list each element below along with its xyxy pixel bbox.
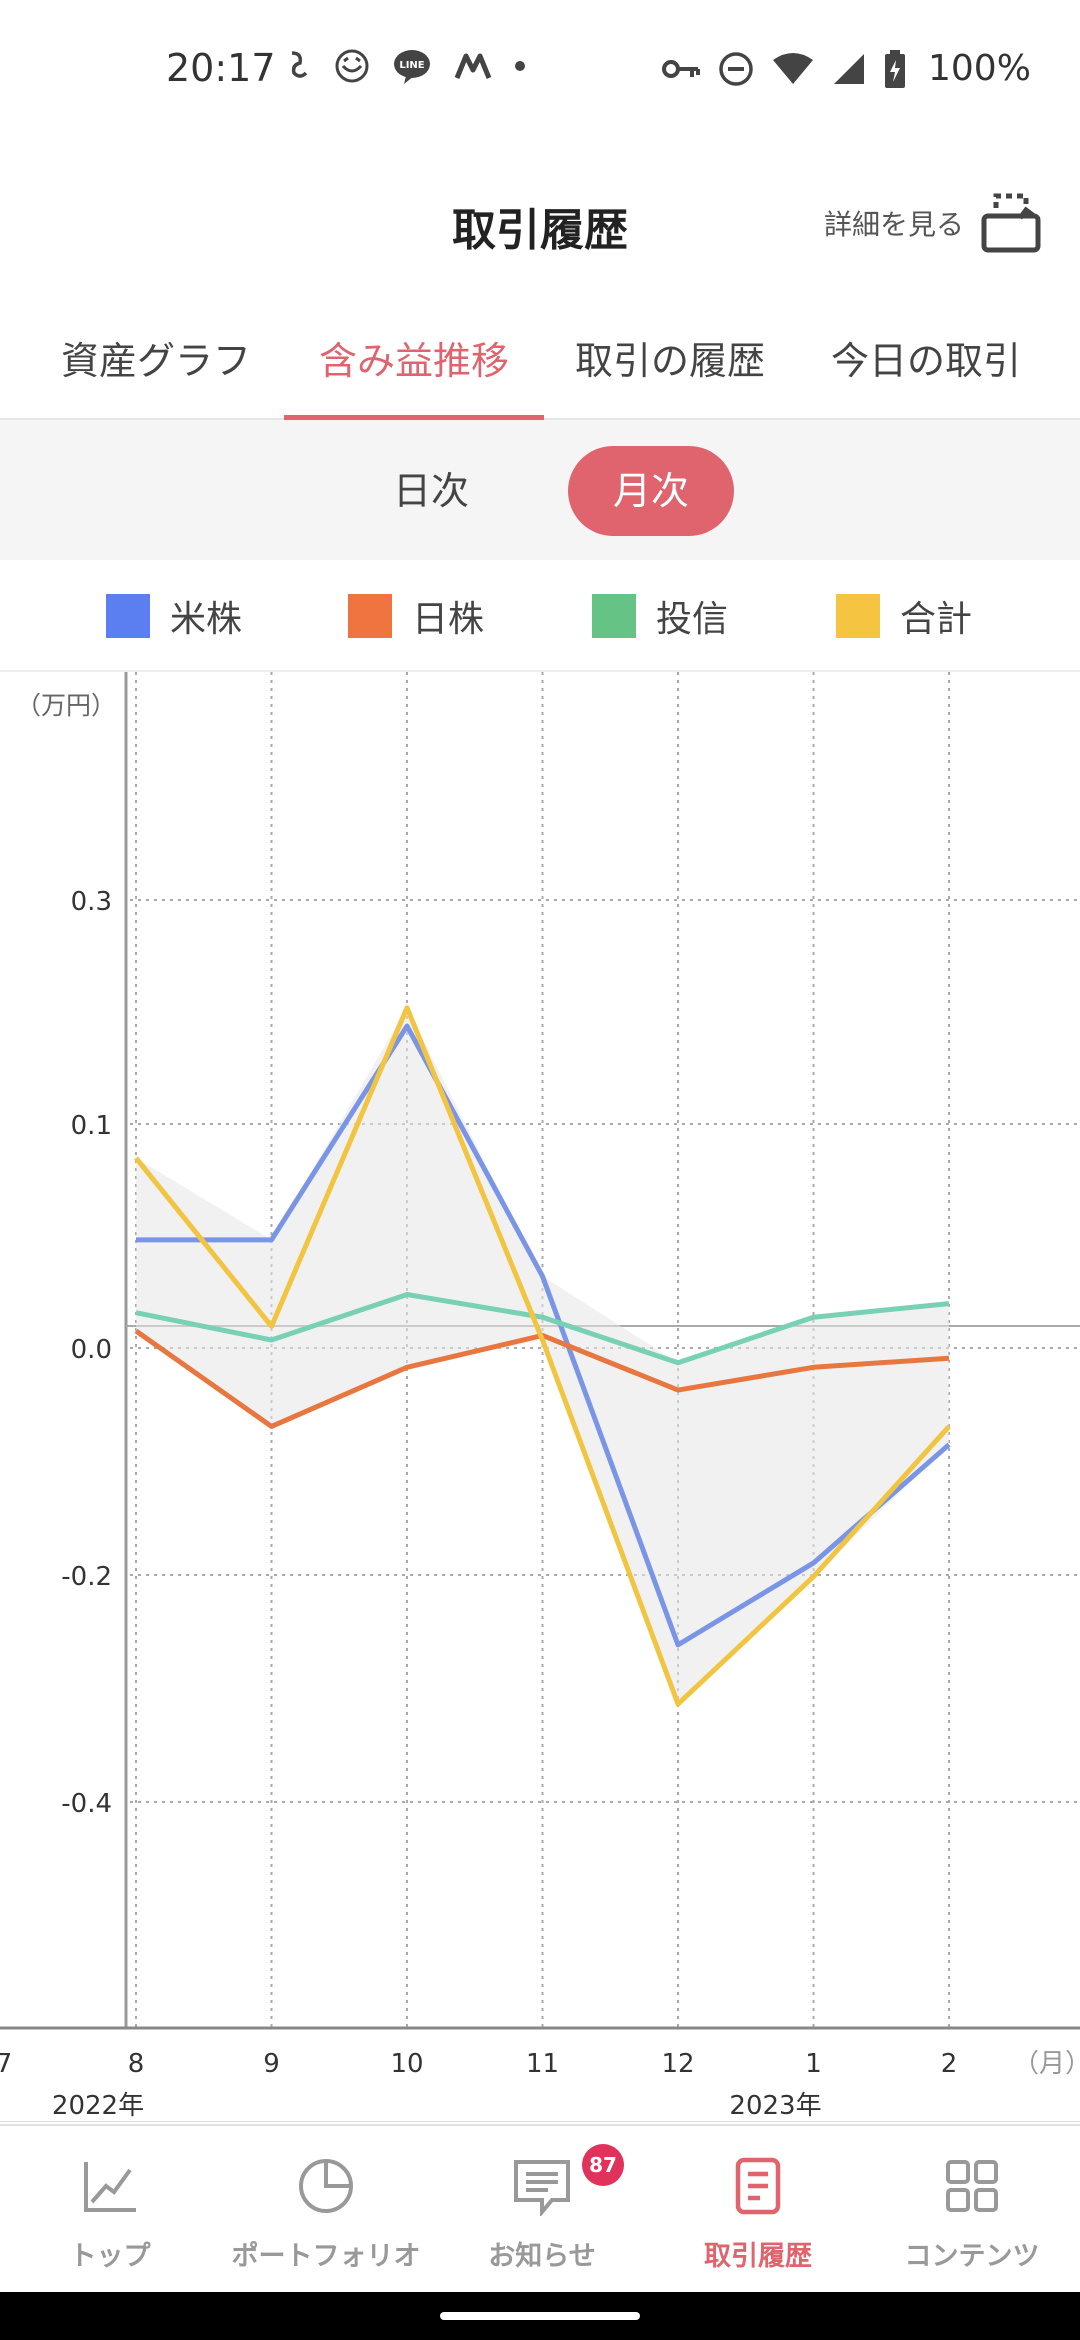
legend-item-us-stocks[interactable]: 米株 xyxy=(106,590,242,642)
page-header: 取引履歴 詳細を見る xyxy=(0,170,1080,280)
x-unit-label: （月） xyxy=(1013,2049,1080,2079)
do-not-disturb-icon xyxy=(719,51,753,86)
app-notification-icon xyxy=(291,51,308,78)
tab-asset-graph[interactable]: 資産グラフ xyxy=(60,339,251,383)
gain-trend-chart[interactable]: （万円）0.30.10.0-0.2-0.478910111212（月）2022年… xyxy=(0,672,1080,2123)
status-left-icons: LINE xyxy=(284,48,526,84)
y-tick-label: 0.1 xyxy=(71,1111,112,1141)
svg-text:LINE: LINE xyxy=(399,60,424,71)
tab-trade-history[interactable]: 取引の履歴 xyxy=(574,339,765,383)
gesture-bar xyxy=(0,2292,1080,2340)
y-unit-label: （万円） xyxy=(16,691,116,720)
year-label: 2023年 xyxy=(729,2091,821,2121)
y-tick-label: -0.4 xyxy=(61,1789,112,1819)
dot-icon xyxy=(515,61,525,71)
nav-label: 取引履歴 xyxy=(704,2241,812,2272)
grid-icon xyxy=(946,2160,998,2212)
nav-top[interactable]: トップ xyxy=(2,2126,218,2294)
line-icon: LINE xyxy=(394,50,430,84)
home-indicator xyxy=(440,2312,640,2320)
chart-legend: 米株 日株 投信 合計 xyxy=(0,560,1080,672)
detail-button[interactable]: 詳細を見る xyxy=(824,188,1046,258)
x-tick-label: 1 xyxy=(805,2049,822,2079)
m-app-icon xyxy=(454,53,492,79)
x-tick-label: 8 xyxy=(128,2049,145,2079)
y-tick-label: -0.2 xyxy=(61,1562,112,1592)
cell-signal-icon xyxy=(834,53,864,84)
series-line-2 xyxy=(135,1292,950,1366)
legend-label: 日株 xyxy=(412,599,485,640)
nav-contents[interactable]: コンテンツ xyxy=(864,2126,1080,2294)
detail-label: 詳細を見る xyxy=(823,208,964,241)
nav-notices[interactable]: 87 お知らせ xyxy=(434,2126,650,2294)
battery-percent: 100% xyxy=(928,48,1031,89)
legend-label: 投信 xyxy=(656,599,729,640)
nav-label: コンテンツ xyxy=(904,2241,1040,2272)
nav-label: ポートフォリオ xyxy=(231,2241,421,2272)
legend-swatch xyxy=(592,594,636,638)
vpn-key-icon xyxy=(662,59,700,78)
legend-swatch xyxy=(106,594,150,638)
status-bar: 20:17 LINE 100% xyxy=(0,0,1080,140)
legend-item-funds[interactable]: 投信 xyxy=(592,590,728,642)
status-right-icons: 100% xyxy=(662,48,1031,89)
status-time: 20:17 xyxy=(166,46,276,90)
x-tick-label-partial: 7 xyxy=(0,2049,12,2079)
bottom-navigation: トップ ポートフォリオ 87 お知らせ 取引履歴 コンテンツ xyxy=(0,2124,1080,2294)
nav-trade-history[interactable]: 取引履歴 xyxy=(650,2126,866,2294)
legend-swatch xyxy=(348,594,392,638)
legend-item-jp-stocks[interactable]: 日株 xyxy=(348,590,484,642)
document-icon xyxy=(735,2157,781,2215)
nav-label: お知らせ xyxy=(488,2241,596,2272)
period-daily-button[interactable]: 日次 xyxy=(392,469,469,513)
x-tick-label: 2 xyxy=(941,2049,958,2079)
y-tick-label: 0.0 xyxy=(71,1335,112,1365)
series-line-3 xyxy=(134,1005,951,1707)
x-tick-label: 10 xyxy=(390,2049,423,2079)
period-monthly-button[interactable]: 月次 xyxy=(568,446,734,536)
tab-today-trades[interactable]: 今日の取引 xyxy=(830,339,1021,383)
range-shade-area xyxy=(136,1007,949,1704)
x-tick-label: 9 xyxy=(263,2049,280,2079)
nav-label: トップ xyxy=(69,2241,151,2272)
tab-unrealized-gain[interactable]: 含み益推移 xyxy=(284,318,544,420)
smiley-icon xyxy=(335,49,369,83)
nav-portfolio[interactable]: ポートフォリオ xyxy=(218,2126,434,2294)
legend-item-total[interactable]: 合計 xyxy=(836,590,972,642)
chart-svg: （万円）0.30.10.0-0.2-0.478910111212（月）2022年… xyxy=(0,672,1080,2123)
pie-chart-icon xyxy=(299,2159,353,2213)
series-line-0 xyxy=(136,1023,951,1648)
chart-line-icon xyxy=(84,2162,136,2212)
period-toggle: 日次 月次 xyxy=(0,420,1080,560)
rotate-screen-icon xyxy=(981,193,1041,253)
x-tick-label: 11 xyxy=(526,2049,559,2079)
legend-label: 米株 xyxy=(170,599,243,640)
x-tick-label: 12 xyxy=(661,2049,694,2079)
legend-label: 合計 xyxy=(900,599,973,640)
battery-charging-icon xyxy=(885,49,905,88)
message-icon xyxy=(514,2160,570,2216)
tab-bar: 資産グラフ 含み益推移 取引の履歴 今日の取引 xyxy=(0,318,1080,420)
page-title: 取引履歴 xyxy=(452,205,628,256)
wifi-icon xyxy=(773,52,813,84)
legend-swatch xyxy=(836,594,880,638)
y-tick-label: 0.3 xyxy=(71,887,112,917)
notification-badge: 87 xyxy=(582,2144,624,2186)
year-label: 2022年 xyxy=(52,2091,144,2121)
